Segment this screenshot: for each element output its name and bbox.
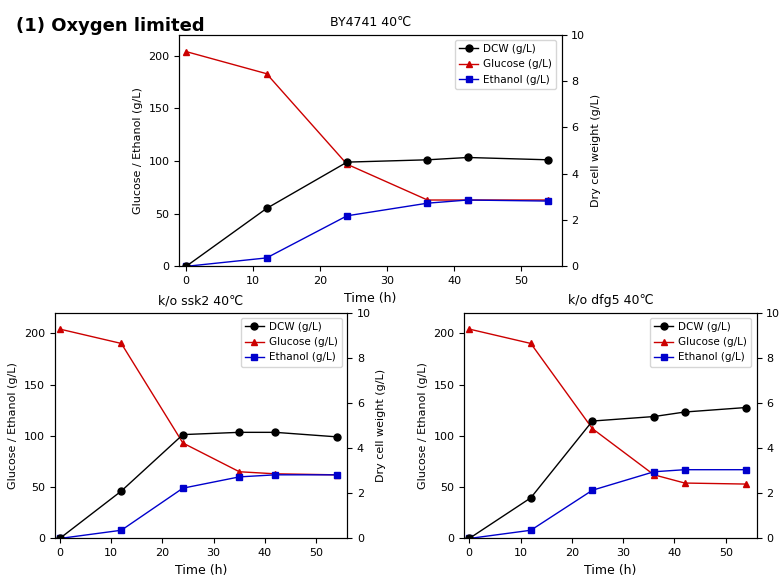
Y-axis label: Dry cell weight (g/L): Dry cell weight (g/L) (377, 369, 386, 482)
Y-axis label: Glucose / Ethanol (g/L): Glucose / Ethanol (g/L) (9, 362, 18, 489)
Line: DCW (g/L): DCW (g/L) (466, 404, 750, 542)
Line: Glucose (g/L): Glucose (g/L) (183, 48, 551, 203)
Ethanol (g/L) (271, 471, 280, 478)
Glucose (g/L) (55, 325, 65, 332)
Ethanol (g/L) (332, 471, 342, 478)
DCW (g/L) (182, 263, 191, 270)
Y-axis label: Dry cell weight (g/L): Dry cell weight (g/L) (591, 94, 601, 207)
Glucose (g/L) (262, 70, 271, 77)
X-axis label: Time (h): Time (h) (344, 292, 397, 305)
DCW (g/L) (262, 205, 271, 212)
Line: Ethanol (g/L): Ethanol (g/L) (466, 466, 750, 542)
Title: k/o ssk2 40℃: k/o ssk2 40℃ (158, 294, 243, 307)
DCW (g/L) (423, 156, 432, 163)
Ethanol (g/L) (463, 196, 473, 203)
Y-axis label: Glucose / Ethanol (g/L): Glucose / Ethanol (g/L) (418, 362, 427, 489)
Ethanol (g/L) (235, 474, 244, 481)
DCW (g/L) (544, 156, 553, 163)
Glucose (g/L) (332, 471, 342, 478)
DCW (g/L) (55, 535, 65, 542)
Ethanol (g/L) (178, 485, 187, 492)
Line: Ethanol (g/L): Ethanol (g/L) (183, 196, 551, 270)
Line: DCW (g/L): DCW (g/L) (183, 154, 551, 270)
Glucose (g/L) (342, 161, 352, 168)
Ethanol (g/L) (262, 254, 271, 261)
Title: k/o dfg5 40℃: k/o dfg5 40℃ (568, 294, 653, 307)
Glucose (g/L) (235, 468, 244, 475)
Glucose (g/L) (117, 340, 126, 347)
Glucose (g/L) (587, 425, 597, 432)
Line: Glucose (g/L): Glucose (g/L) (466, 325, 750, 488)
Glucose (g/L) (178, 439, 187, 446)
DCW (g/L) (587, 417, 597, 424)
Glucose (g/L) (465, 325, 474, 332)
Legend: DCW (g/L), Glucose (g/L), Ethanol (g/L): DCW (g/L), Glucose (g/L), Ethanol (g/L) (456, 40, 556, 89)
DCW (g/L) (271, 429, 280, 436)
Ethanol (g/L) (342, 212, 352, 219)
Line: DCW (g/L): DCW (g/L) (56, 429, 340, 542)
Glucose (g/L) (649, 471, 658, 478)
Legend: DCW (g/L), Glucose (g/L), Ethanol (g/L): DCW (g/L), Glucose (g/L), Ethanol (g/L) (651, 318, 751, 367)
X-axis label: Time (h): Time (h) (584, 564, 636, 577)
DCW (g/L) (463, 154, 473, 161)
DCW (g/L) (235, 429, 244, 436)
Text: (1) Oxygen limited: (1) Oxygen limited (16, 17, 204, 35)
Ethanol (g/L) (587, 487, 597, 494)
DCW (g/L) (465, 535, 474, 542)
Ethanol (g/L) (544, 197, 553, 204)
DCW (g/L) (342, 159, 352, 166)
Ethanol (g/L) (423, 200, 432, 207)
Glucose (g/L) (271, 470, 280, 477)
Ethanol (g/L) (55, 535, 65, 542)
Glucose (g/L) (680, 479, 690, 486)
Ethanol (g/L) (649, 468, 658, 475)
DCW (g/L) (178, 431, 187, 438)
Ethanol (g/L) (680, 466, 690, 473)
Glucose (g/L) (423, 196, 432, 203)
Glucose (g/L) (182, 48, 191, 55)
Line: Glucose (g/L): Glucose (g/L) (56, 325, 340, 478)
DCW (g/L) (117, 488, 126, 494)
DCW (g/L) (742, 404, 751, 411)
Y-axis label: Glucose / Ethanol (g/L): Glucose / Ethanol (g/L) (133, 87, 143, 214)
Glucose (g/L) (742, 481, 751, 488)
DCW (g/L) (526, 494, 536, 501)
Legend: DCW (g/L), Glucose (g/L), Ethanol (g/L): DCW (g/L), Glucose (g/L), Ethanol (g/L) (241, 318, 342, 367)
Glucose (g/L) (526, 340, 536, 347)
Ethanol (g/L) (465, 535, 474, 542)
Line: Ethanol (g/L): Ethanol (g/L) (56, 471, 340, 542)
Glucose (g/L) (544, 196, 553, 203)
Ethanol (g/L) (742, 466, 751, 473)
DCW (g/L) (680, 409, 690, 416)
DCW (g/L) (649, 413, 658, 420)
Title: BY4741 40℃: BY4741 40℃ (330, 16, 411, 30)
Ethanol (g/L) (526, 527, 536, 534)
Glucose (g/L) (463, 196, 473, 203)
Ethanol (g/L) (117, 527, 126, 534)
DCW (g/L) (332, 433, 342, 440)
Ethanol (g/L) (182, 263, 191, 270)
X-axis label: Time (h): Time (h) (175, 564, 227, 577)
